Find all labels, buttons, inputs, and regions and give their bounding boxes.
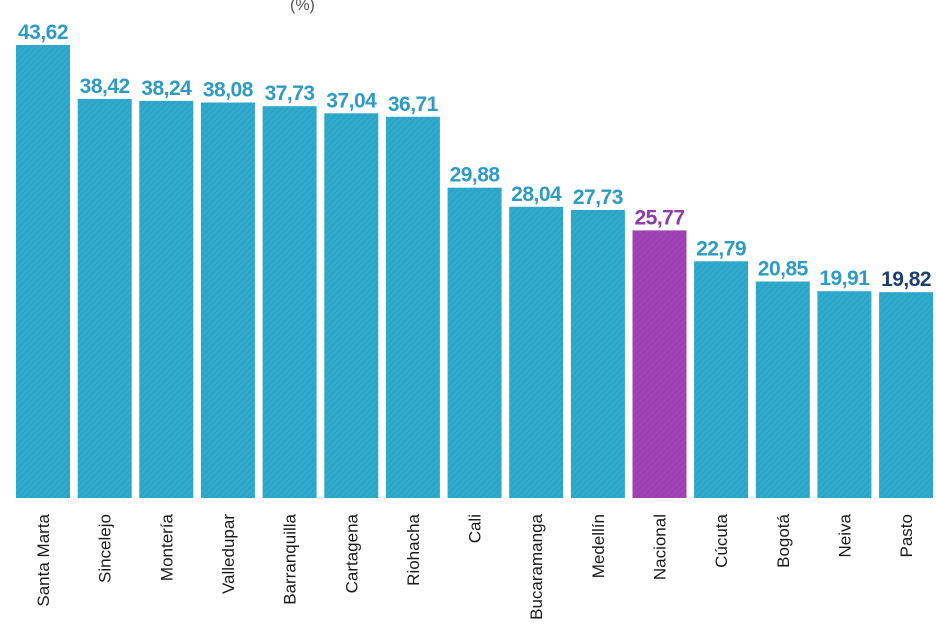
bar-texture-riohacha [385, 116, 440, 499]
category-label-cali: Cali [466, 514, 485, 543]
category-label-santa-marta: Santa Marta [34, 513, 53, 606]
bar-texture-monteria [139, 100, 194, 499]
category-label-sincelejo: Sincelejo [96, 514, 115, 583]
value-label-neiva: 19,91 [819, 267, 870, 290]
value-label-bucaramanga: 28,04 [511, 183, 562, 206]
value-label-monteria: 38,24 [141, 77, 192, 100]
category-labels-group: Santa Marta Sincelejo Montería Valledupar Ba… [34, 513, 916, 619]
bar-texture-santa-marta [16, 45, 70, 498]
bar-texture-medellin [570, 210, 625, 498]
bar-texture-nacional [632, 230, 687, 498]
bar-texture-bucaramanga [509, 206, 564, 499]
category-label-barranquilla: Barranquilla [281, 513, 300, 604]
bar-texture-cali [447, 187, 502, 498]
category-label-nacional: Nacional [651, 514, 670, 580]
category-label-bogota: Bogotá [774, 513, 793, 567]
bar-texture-bogota [755, 281, 810, 498]
category-label-cartagena: Cartagena [342, 513, 361, 593]
category-label-medellin: Medellín [589, 514, 608, 578]
bar-texture-barranquilla [262, 106, 317, 498]
value-label-sincelejo: 38,42 [80, 75, 130, 98]
category-label-pasto: Pasto [897, 514, 916, 557]
bar-texture-sincelejo [77, 99, 132, 498]
value-label-cali: 29,88 [450, 164, 501, 187]
value-label-riohacha: 36,71 [388, 93, 439, 116]
bar-texture-pasto [879, 292, 934, 498]
category-label-valledupar: Valledupar [219, 514, 238, 594]
bar-texture-cartagena [324, 113, 379, 499]
category-label-bucaramanga: Bucaramanga [527, 513, 546, 619]
value-label-barranquilla: 37,73 [265, 82, 315, 105]
category-label-monteria: Montería [157, 513, 176, 581]
category-label-neiva: Neiva [835, 513, 854, 557]
value-label-nacional: 25,77 [634, 206, 684, 229]
value-label-valledupar: 38,08 [203, 79, 254, 102]
value-label-santa-marta: 43,62 [18, 21, 68, 44]
value-label-bogota: 20,85 [758, 258, 809, 281]
title-fragment: (%) [290, 0, 315, 14]
value-label-cucuta: 22,79 [696, 237, 746, 260]
category-label-riohacha: Riohacha [404, 513, 423, 585]
value-label-pasto: 19,82 [881, 268, 931, 291]
value-labels-group: 43,62 38,42 38,24 38,08 37,73 37,04 36,71 29,88… [18, 21, 932, 291]
category-label-cucuta: Cúcuta [712, 513, 731, 567]
value-label-cartagena: 37,04 [326, 89, 377, 112]
bar-texture-valledupar [200, 102, 255, 498]
bar-texture-cucuta [694, 261, 749, 498]
value-label-medellin: 27,73 [573, 186, 623, 209]
bar-texture-neiva [817, 291, 872, 498]
bars-group [16, 45, 934, 499]
